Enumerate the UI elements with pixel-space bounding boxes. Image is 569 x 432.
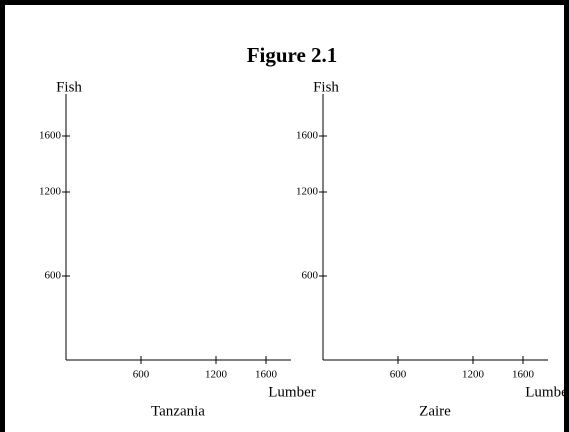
y-tick-label: 1600 bbox=[39, 130, 62, 142]
y-tick-label: 1200 bbox=[296, 186, 319, 198]
y-tick-label: 600 bbox=[45, 270, 62, 282]
x-axis-label: Lumber bbox=[525, 384, 569, 400]
x-tick-label: 1200 bbox=[205, 369, 228, 381]
y-tick-label: 600 bbox=[302, 270, 319, 282]
x-axis-label: Lumber bbox=[268, 384, 315, 400]
chart-caption: Tanzania bbox=[151, 403, 205, 419]
figure-title: Figure 2.1 bbox=[247, 43, 338, 67]
x-tick-label: 600 bbox=[390, 369, 407, 381]
x-tick-label: 1600 bbox=[512, 369, 535, 381]
y-tick-label: 1600 bbox=[296, 130, 319, 142]
chart-caption: Zaire bbox=[419, 403, 451, 419]
x-tick-label: 1200 bbox=[462, 369, 485, 381]
x-tick-label: 1600 bbox=[255, 369, 278, 381]
y-tick-label: 1200 bbox=[39, 186, 62, 198]
y-axis-label: Fish bbox=[313, 79, 339, 95]
x-tick-label: 600 bbox=[133, 369, 150, 381]
y-axis-label: Fish bbox=[56, 79, 82, 95]
